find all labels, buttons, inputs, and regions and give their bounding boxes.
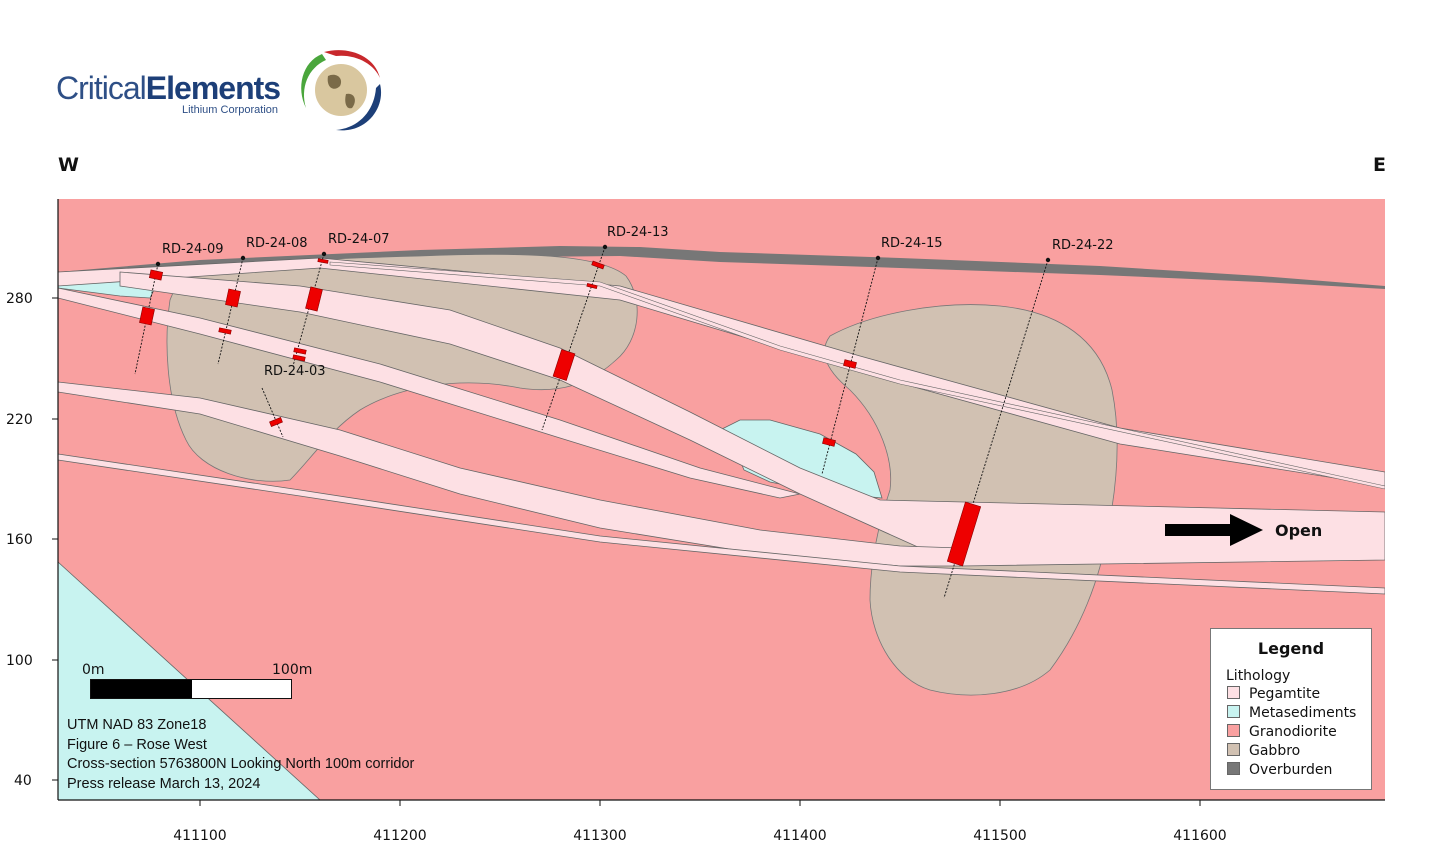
x-axis-labels: 411100 411200 411300 411400 411500 41160… <box>173 828 1226 844</box>
east-label: E <box>1373 154 1386 176</box>
company-logo: CriticalElements Lithium Corporation <box>56 48 396 136</box>
legend-swatch <box>1227 686 1240 699</box>
logo-word-regular: Critical <box>56 70 147 106</box>
intercept-rd-24-03 <box>269 417 283 427</box>
open-label: Open <box>1275 521 1323 540</box>
x-tick-label: 411300 <box>573 828 626 844</box>
pegmatite-dyke-lower <box>58 381 961 567</box>
intercept-rd-24-07-c <box>292 354 306 362</box>
note-line: Figure 6 – Rose West <box>67 736 207 753</box>
pegmatite-sliver <box>329 261 1385 490</box>
legend-item-label: Metasediments <box>1249 705 1357 721</box>
intercept-rd-24-22 <box>946 501 982 567</box>
note-line: UTM NAD 83 Zone18 <box>67 717 207 733</box>
y-tick-label: 40 <box>14 773 32 789</box>
trace-rd-24-03 <box>261 387 284 438</box>
trace-rd-24-07 <box>292 253 325 367</box>
collar-rd-24-07 <box>321 251 327 257</box>
scale-end-label: 100m <box>272 662 313 678</box>
intercept-rd-24-07-a <box>305 286 323 312</box>
scale-bar-black-segment <box>91 680 192 698</box>
legend-item-overburden: Overburden <box>1227 762 1332 780</box>
x-tick-label: 411400 <box>773 828 826 844</box>
legend-item-label: Gabbro <box>1249 743 1301 759</box>
logo-wordmark: CriticalElements <box>56 70 281 107</box>
logo-word-bold: Elements <box>145 70 281 106</box>
legend-swatch <box>1227 762 1240 775</box>
intercept-rd-24-13-c <box>552 349 576 381</box>
collar-rd-24-22 <box>1045 257 1051 263</box>
legend-title: Legend <box>1257 639 1325 658</box>
legend-swatch <box>1227 724 1240 737</box>
x-axis-ticks <box>199 800 1201 806</box>
y-tick-label: 160 <box>6 532 33 548</box>
intercept-rd-24-09-a <box>148 269 164 281</box>
collar-rd-24-09 <box>155 261 161 267</box>
drillhole-collars <box>155 244 1051 267</box>
label-rd-24-03: RD-24-03 <box>264 364 326 379</box>
collar-rd-24-13 <box>602 244 608 250</box>
y-tick-label: 220 <box>6 412 33 428</box>
geology-layers <box>58 199 1385 800</box>
y-axis-ticks <box>52 297 58 781</box>
legend-item-metasediments: Metasediments <box>1227 705 1356 723</box>
pegmatite-dyke-lower-left <box>58 287 801 499</box>
intercept-rd-24-07-b <box>293 347 307 355</box>
collar-rd-24-08 <box>240 255 246 261</box>
pegmatite-dyke-main <box>119 271 1385 567</box>
legend-item-label: Granodiorite <box>1249 724 1337 740</box>
scale-start-label: 0m <box>82 662 105 678</box>
intercept-rd-24-15-a <box>843 359 857 369</box>
legend-item-granodiorite: Granodiorite <box>1227 724 1337 742</box>
legend-item-label: Overburden <box>1249 762 1333 778</box>
note-line: Press release March 13, 2024 <box>67 775 261 792</box>
label-rd-24-13: RD-24-13 <box>607 225 669 240</box>
legend-item-label: Pegamtite <box>1249 686 1321 702</box>
label-rd-24-22: RD-24-22 <box>1052 238 1114 253</box>
legend-swatch <box>1227 743 1240 756</box>
scale-bar <box>90 679 292 699</box>
intercept-rd-24-13-b <box>586 282 598 290</box>
legend-item-pegmatite: Pegamtite <box>1227 686 1320 704</box>
figure-notes: UTM NAD 83 Zone18 Figure 6 – Rose West C… <box>67 716 414 794</box>
legend-subtitle: Lithology <box>1226 668 1291 684</box>
intercept-rd-24-07-d <box>317 258 329 264</box>
intercept-rd-24-08-b <box>218 327 232 335</box>
y-tick-label: 280 <box>6 291 33 307</box>
x-tick-label: 411600 <box>1173 828 1226 844</box>
pegmatite-dyke-deep <box>58 453 1385 595</box>
x-tick-label: 411500 <box>973 828 1026 844</box>
note-line: Cross-section 5763800N Looking North 100… <box>67 756 415 772</box>
logo-subtitle: Lithium Corporation <box>182 104 278 116</box>
x-tick-label: 411200 <box>373 828 426 844</box>
x-tick-label: 411100 <box>173 828 226 844</box>
intercept-rd-24-13-a <box>591 260 605 270</box>
label-rd-24-08: RD-24-08 <box>246 236 308 251</box>
legend-swatch <box>1227 705 1240 718</box>
trace-rd-24-15 <box>821 257 879 475</box>
intercept-rd-24-08-a <box>225 288 241 308</box>
label-rd-24-09: RD-24-09 <box>162 242 224 257</box>
gabbro-right-body <box>824 304 1118 696</box>
intercepts <box>139 258 982 567</box>
label-rd-24-15: RD-24-15 <box>881 236 943 251</box>
collar-rd-24-15 <box>875 255 881 261</box>
intercept-rd-24-15-b <box>822 437 836 447</box>
globe-icon <box>301 50 382 131</box>
west-label: W <box>58 154 79 176</box>
intercept-rd-24-09-b <box>139 306 155 326</box>
open-arrow-icon <box>1165 514 1263 546</box>
legend-item-gabbro: Gabbro <box>1227 743 1300 761</box>
trace-rd-24-13 <box>541 246 606 431</box>
y-axis-labels: 280 220 160 100 40 <box>6 291 33 789</box>
legend: Legend Lithology Pegamtite Metasediments… <box>1210 628 1372 790</box>
y-tick-label: 100 <box>6 653 33 669</box>
trace-rd-24-08 <box>217 257 244 365</box>
label-rd-24-07: RD-24-07 <box>328 232 390 247</box>
